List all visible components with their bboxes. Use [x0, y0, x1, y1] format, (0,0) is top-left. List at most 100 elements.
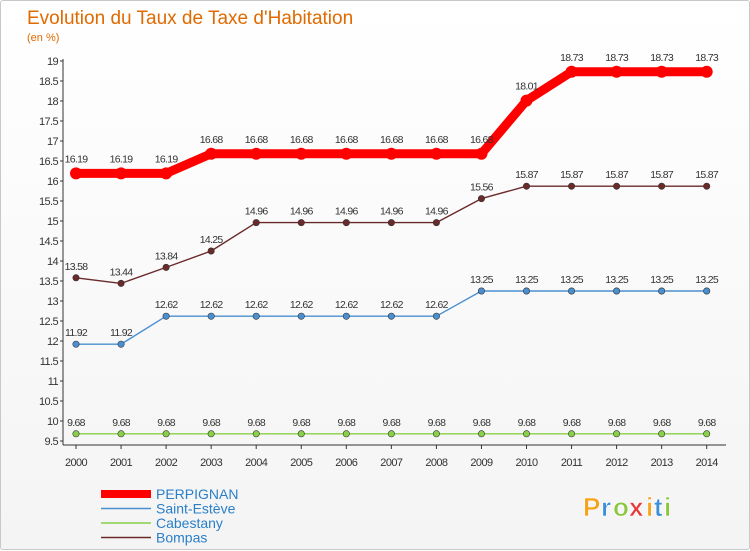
data-point [207, 247, 215, 255]
logo-letter: o [613, 492, 629, 522]
data-label: 15.87 [650, 169, 674, 181]
data-point [568, 182, 576, 190]
data-label: 15.87 [515, 169, 539, 181]
y-axis-unit-label: (en %) [27, 32, 59, 44]
y-tick-label: 13.5 [39, 276, 58, 288]
data-point [205, 147, 218, 160]
data-label: 9.68 [337, 417, 355, 429]
data-label: 13.84 [155, 250, 179, 262]
x-tick-label: 2000 [65, 457, 88, 469]
data-label: 9.68 [67, 417, 85, 429]
series-line [75, 185, 708, 285]
y-tick-label: 18.5 [39, 76, 58, 88]
data-label: 9.68 [428, 417, 446, 429]
data-point [565, 65, 578, 78]
data-point [613, 287, 621, 295]
data-label: 18.01 [515, 81, 539, 93]
legend-item: Cabestany [101, 515, 223, 531]
data-point [522, 182, 530, 190]
x-tick-label: 2007 [380, 457, 403, 469]
data-point [72, 430, 80, 438]
legend-label: Bompas [156, 530, 207, 546]
data-label: 12.62 [425, 299, 449, 311]
data-label: 13.25 [605, 274, 629, 286]
data-label: 15.87 [605, 169, 629, 181]
x-tick-label: 2008 [425, 457, 448, 469]
data-point [162, 430, 170, 438]
data-point [568, 430, 576, 438]
x-tick-label: 2002 [155, 457, 178, 469]
data-label: 13.25 [470, 274, 494, 286]
data-point [385, 147, 398, 160]
x-tick-label: 2013 [651, 457, 674, 469]
y-tick-label: 14.5 [39, 236, 58, 248]
logo-letter: P [583, 492, 600, 522]
data-label: 16.19 [155, 153, 179, 165]
y-tick-label: 19 [47, 56, 59, 68]
data-point [117, 279, 125, 287]
data-label: 9.68 [292, 417, 310, 429]
data-point [117, 340, 125, 348]
data-label: 11.92 [65, 327, 88, 339]
data-label: 9.68 [608, 417, 626, 429]
logo-letter: i [646, 492, 653, 522]
x-tick-label: 2009 [470, 457, 493, 469]
data-point [700, 65, 713, 78]
x-tick-label: 2011 [561, 457, 583, 469]
data-point [387, 312, 395, 320]
legend-label: Saint-Estève [156, 501, 236, 517]
y-tick-label: 11 [48, 376, 59, 388]
data-label: 14.25 [200, 234, 224, 246]
x-tick-label: 2006 [335, 457, 358, 469]
logo-letter: r [601, 492, 611, 522]
data-point [162, 263, 170, 271]
data-point [432, 312, 440, 320]
data-label: 9.68 [383, 417, 401, 429]
data-point [703, 182, 711, 190]
logo-letter: i [664, 492, 671, 522]
data-point [477, 430, 485, 438]
data-label: 11.92 [110, 327, 133, 339]
data-point [658, 182, 666, 190]
y-tick-label: 15 [47, 216, 59, 228]
data-point [117, 430, 125, 438]
data-label: 9.68 [157, 417, 175, 429]
logo-letter: x [629, 492, 644, 522]
data-label: 16.68 [290, 134, 314, 146]
data-label: 13.44 [110, 266, 134, 278]
data-point [703, 430, 711, 438]
data-point [477, 195, 485, 203]
data-label: 14.96 [425, 206, 449, 218]
data-label: 13.25 [695, 274, 719, 286]
data-point [477, 287, 485, 295]
data-point [522, 430, 530, 438]
data-point [658, 430, 666, 438]
data-label: 12.62 [380, 299, 404, 311]
series-saint-est-ve: 11.92 11.92 12.62 12.62 12.62 12.62 12.62 12.62… [65, 274, 720, 348]
data-point [475, 147, 488, 160]
legend-item: Bompas [101, 530, 207, 546]
y-tick-label: 18 [47, 96, 59, 108]
data-point [252, 219, 260, 227]
data-point [568, 287, 576, 295]
data-point [70, 167, 82, 180]
data-point [297, 312, 305, 320]
series-bompas: 13.58 13.44 13.84 14.25 14.96 14.96 14.96 14.96… [65, 169, 720, 287]
data-label: 9.68 [698, 417, 716, 429]
y-tick-label: 17.5 [39, 116, 58, 128]
y-tick-label: 14 [47, 256, 59, 268]
data-point [295, 147, 308, 160]
data-label: 9.68 [563, 417, 581, 429]
data-point [252, 430, 260, 438]
y-tick-label: 10.5 [39, 396, 58, 408]
data-point [297, 430, 305, 438]
y-tick-label: 12 [47, 336, 59, 348]
data-point [430, 147, 443, 160]
data-label: 16.68 [245, 134, 269, 146]
data-label: 12.62 [200, 299, 224, 311]
data-point [613, 182, 621, 190]
data-label: 16.19 [110, 153, 134, 165]
data-point [207, 430, 215, 438]
